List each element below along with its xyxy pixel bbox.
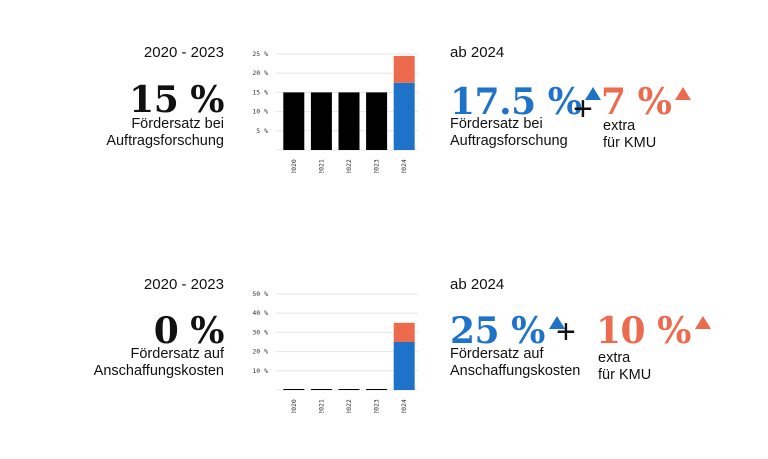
- bar-2022-series-0: [338, 92, 360, 150]
- y-tick-label: 10 %: [252, 367, 268, 375]
- extra-rate-desc-line-2: für KMU: [603, 135, 657, 151]
- bar-2021-series-0: [310, 92, 332, 150]
- extra-rate-desc: extra für KMU: [603, 118, 656, 152]
- left-period-label: 2020 - 2023: [143, 44, 224, 61]
- bar-2020-series-0: [283, 389, 305, 390]
- extra-rate-desc: extra für KMU: [598, 350, 651, 384]
- extra-rate-desc-line-2: für KMU: [598, 367, 652, 383]
- right-period-label: ab 2024: [450, 44, 505, 61]
- right-rate-desc-line-1: Fördersatz bei: [450, 116, 543, 132]
- y-tick-label: 10 %: [252, 108, 268, 116]
- bar-2024-series-1: [393, 322, 415, 342]
- y-tick-label: 20 %: [252, 348, 268, 356]
- left-period-label: 2020 - 2023: [143, 276, 224, 293]
- right-rate-desc: Fördersatz bei Auftragsforschung: [450, 116, 568, 150]
- y-tick-label: 25 %: [252, 50, 268, 58]
- left-rate-value: 15 %: [129, 79, 224, 121]
- x-tick-label: 2023: [373, 399, 381, 413]
- bar-2020-series-0: [283, 92, 305, 150]
- extra-rate-desc-line-1: extra: [598, 350, 631, 366]
- up-triangle-icon: [694, 316, 711, 329]
- bar-2021-series-0: [310, 389, 332, 390]
- left-rate-desc: Fördersatz auf Anschaffungskosten: [60, 346, 224, 380]
- x-tick-label: 2023: [373, 159, 381, 173]
- left-rate-desc-line-1: Fördersatz bei: [131, 116, 224, 132]
- up-triangle-icon: [585, 87, 602, 100]
- plus-sign: +: [556, 313, 576, 351]
- right-period-label: ab 2024: [450, 276, 505, 293]
- x-tick-label: 2024: [400, 399, 408, 413]
- right-rate-value: 17.5 %: [450, 81, 582, 123]
- extra-rate: 7 %: [601, 81, 692, 123]
- left-rate-desc-line-2: Anschaffungskosten: [93, 363, 224, 379]
- x-tick-label: 2021: [317, 159, 325, 173]
- y-tick-label: 20 %: [252, 69, 268, 77]
- x-tick-label: 2022: [345, 159, 353, 173]
- bar-2023-series-0: [366, 389, 388, 390]
- right-rate-desc-line-2: Anschaffungskosten: [450, 363, 581, 379]
- x-tick-label: 2024: [400, 159, 408, 173]
- left-rate-desc: Fördersatz bei Auftragsforschung: [60, 116, 224, 150]
- extra-rate: 10 %: [596, 313, 711, 349]
- left-rate-desc-line-2: Auftragsforschung: [106, 133, 224, 149]
- x-tick-label: 2021: [317, 399, 325, 413]
- right-rate: 17.5 %: [450, 81, 602, 123]
- y-tick-label: 50 %: [252, 290, 268, 298]
- up-triangle-icon: [548, 316, 565, 329]
- bar-2023-series-0: [366, 92, 388, 150]
- y-tick-label: 15 %: [252, 88, 268, 96]
- left-rate-desc-line-1: Fördersatz auf: [130, 346, 225, 362]
- bar-chart-auftragsforschung: 5 % 10 % 15 % 20 % 25 % 2020 2021 2022 2023 2024: [252, 50, 418, 173]
- right-rate-desc-line-2: Auftragsforschung: [450, 133, 568, 149]
- bar-2022-series-0: [338, 389, 360, 390]
- x-tick-label: 2020: [290, 159, 298, 173]
- right-rate-desc: Fördersatz auf Anschaffungskosten: [450, 346, 580, 380]
- extra-rate-value: 7 %: [601, 81, 672, 123]
- left-rate-value: 0 %: [153, 310, 225, 352]
- bar-2024-series-0: [393, 342, 415, 390]
- extra-rate-desc-line-1: extra: [603, 118, 636, 134]
- x-tick-label: 2020: [290, 399, 298, 413]
- right-rate-value: 25 %: [450, 310, 545, 352]
- bar-2024-series-0: [393, 82, 415, 150]
- right-rate-desc-line-1: Fördersatz auf: [450, 346, 544, 362]
- plus-sign: +: [573, 90, 593, 128]
- up-triangle-icon: [675, 87, 692, 100]
- y-tick-label: 30 %: [252, 328, 268, 336]
- y-tick-label: 40 %: [252, 309, 268, 317]
- right-rate: 25 %: [450, 313, 565, 349]
- bar-chart-anschaffungskosten: 10 % 20 % 30 % 40 % 50 % 2020 2021 2022 2023 2024: [252, 290, 418, 413]
- x-tick-label: 2022: [345, 399, 353, 413]
- bar-2024-series-1: [393, 55, 415, 83]
- y-tick-label: 5 %: [256, 127, 268, 135]
- extra-rate-value: 10 %: [596, 310, 691, 352]
